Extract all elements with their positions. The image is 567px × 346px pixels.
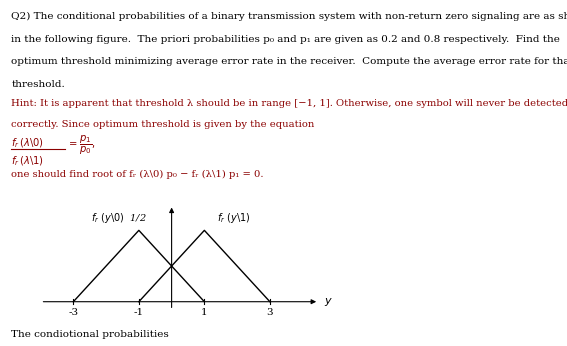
Text: one should find root of fᵣ (λ\0) p₀ − fᵣ (λ\1) p₁ = 0.: one should find root of fᵣ (λ\0) p₀ − fᵣ… [11, 170, 264, 179]
Text: -3: -3 [68, 308, 78, 317]
Text: $f_r$ $(y{\backslash}0)$  1/2: $f_r$ $(y{\backslash}0)$ 1/2 [91, 211, 147, 225]
Text: $f_r\,(\lambda{\backslash}0)$: $f_r\,(\lambda{\backslash}0)$ [11, 137, 44, 150]
Text: 1: 1 [201, 308, 208, 317]
Text: Hint: It is apparent that threshold λ should be in range [−1, 1]. Otherwise, one: Hint: It is apparent that threshold λ sh… [11, 99, 567, 108]
Text: $y$: $y$ [324, 296, 333, 308]
Text: -1: -1 [134, 308, 144, 317]
Text: optimum threshold minimizing average error rate in the receiver.  Compute the av: optimum threshold minimizing average err… [11, 57, 567, 66]
Text: correctly. Since optimum threshold is given by the equation: correctly. Since optimum threshold is gi… [11, 120, 315, 129]
Text: threshold.: threshold. [11, 80, 65, 89]
Text: The condiotional probabilities: The condiotional probabilities [11, 330, 169, 339]
Text: $= \dfrac{p_1}{p_0},$: $= \dfrac{p_1}{p_0},$ [67, 134, 96, 157]
Text: in the following figure.  The priori probabilities p₀ and p₁ are given as 0.2 an: in the following figure. The priori prob… [11, 35, 560, 44]
Text: $f_r$ $(y{\backslash}1)$: $f_r$ $(y{\backslash}1)$ [217, 211, 251, 225]
Text: Q2) The conditional probabilities of a binary transmission system with non-retur: Q2) The conditional probabilities of a b… [11, 12, 567, 21]
Text: $f_r\,(\lambda{\backslash}1)$: $f_r\,(\lambda{\backslash}1)$ [11, 154, 44, 167]
Text: 3: 3 [266, 308, 273, 317]
